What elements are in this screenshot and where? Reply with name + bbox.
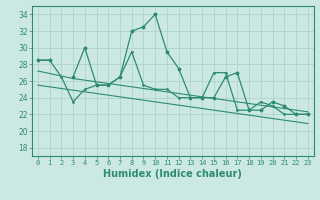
- X-axis label: Humidex (Indice chaleur): Humidex (Indice chaleur): [103, 169, 242, 179]
